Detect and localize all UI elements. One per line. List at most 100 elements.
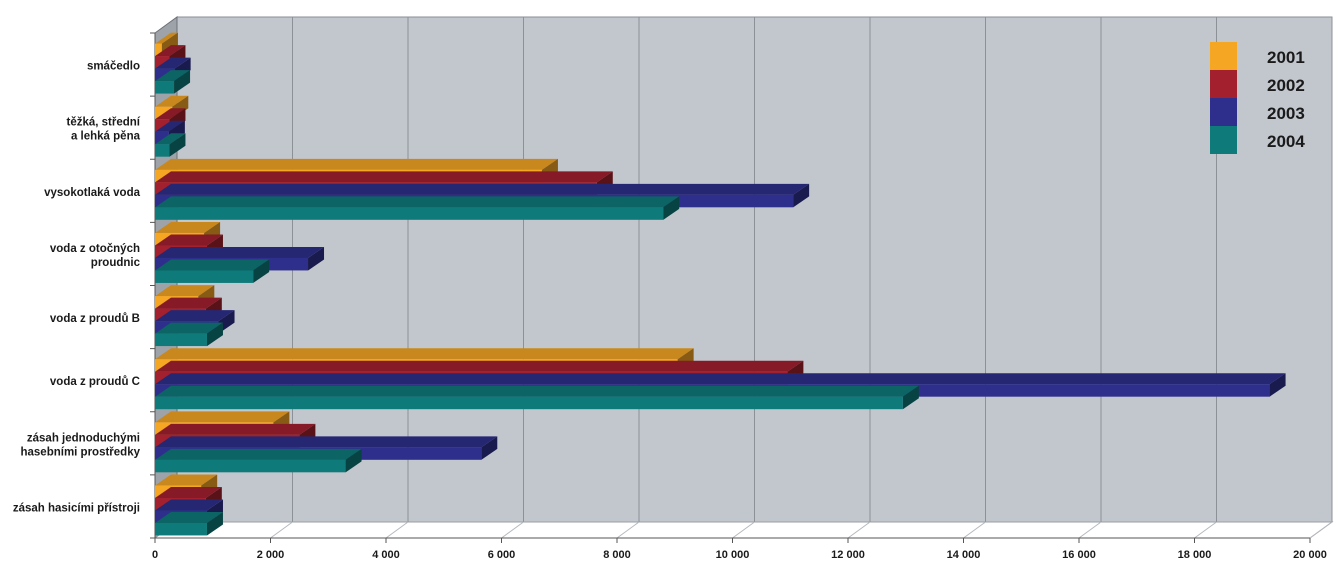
legend-item-2001: 2001 — [1210, 42, 1305, 70]
x-tick-label: 18 000 — [1178, 549, 1212, 561]
floor-gridline — [963, 521, 986, 539]
bar-top-face — [155, 70, 191, 82]
bar-end-face — [481, 436, 498, 460]
category-label: voda z otočných — [50, 243, 140, 255]
floor-gridline — [270, 521, 293, 539]
bar-end-face — [345, 448, 362, 473]
bar-end-face — [308, 246, 325, 271]
floor-gridline — [501, 521, 524, 539]
bar-2004 — [155, 196, 680, 220]
bar-top-face — [155, 511, 223, 523]
bar-top-face — [155, 120, 185, 132]
bar-end-face — [206, 322, 223, 347]
bar-top-face — [155, 411, 290, 423]
bar-top-face — [155, 436, 498, 448]
bars — [155, 32, 1286, 536]
bar-2004 — [155, 448, 362, 473]
bar-2004 — [155, 511, 223, 536]
bar-top-face — [155, 373, 1286, 385]
bar-top-face — [155, 221, 221, 233]
floor-gridline — [1194, 521, 1217, 539]
category-label: voda z proudů C — [50, 376, 140, 388]
bar-top-face — [155, 95, 189, 107]
bar-top-face — [155, 108, 186, 120]
legend-label: 2003 — [1267, 104, 1305, 123]
bar-end-face — [663, 196, 680, 220]
x-tick-label: 10 000 — [716, 549, 750, 561]
legend-swatch — [1210, 126, 1237, 154]
bar-end-face — [793, 183, 810, 208]
bar-front-face — [155, 43, 162, 57]
category-label: voda z proudů B — [50, 313, 140, 325]
legend-swatch — [1210, 70, 1237, 98]
bar-top-face — [155, 360, 804, 372]
legend: 2001 2002 2003 2004 — [1210, 42, 1305, 154]
legend-item-2004: 2004 — [1210, 126, 1305, 154]
floor-gridline — [1309, 521, 1333, 539]
x-tick-label: 6 000 — [488, 549, 516, 561]
bar-2004 — [155, 259, 270, 283]
bar-top-face — [155, 385, 919, 397]
floor-gridline — [385, 521, 409, 539]
gridlines — [270, 17, 1333, 539]
bar-top-face — [155, 423, 316, 435]
bar-end-face — [902, 385, 919, 410]
bar-top-face — [155, 183, 810, 195]
bar-top-face — [155, 45, 186, 57]
bar-2004 — [155, 133, 186, 157]
bar-top-face — [155, 171, 613, 183]
bar-top-face — [155, 133, 186, 145]
bar-top-face — [155, 259, 270, 271]
bar-end-face — [169, 133, 186, 157]
category-label: smáčedlo — [87, 61, 140, 73]
category-label: těžká, střední — [67, 117, 141, 129]
x-tick-label: 2 000 — [257, 549, 285, 561]
bar-end-face — [1269, 373, 1286, 397]
category-label: vysokotlaká voda — [44, 187, 140, 199]
category-label: proudnic — [91, 257, 141, 269]
bar-top-face — [155, 499, 223, 511]
category-label: hasebními prostředky — [20, 446, 140, 458]
floor-gridline — [1078, 521, 1102, 539]
x-tick-label: 4 000 — [372, 549, 400, 561]
floor-gridline — [732, 521, 755, 539]
bar-2004 — [155, 70, 191, 94]
bar-top-face — [155, 246, 325, 258]
bar-2004 — [155, 322, 223, 347]
bar-front-face — [155, 333, 207, 347]
legend-swatch — [1210, 42, 1237, 70]
category-label: zásah hasicími přístroji — [13, 502, 140, 514]
legend-label: 2001 — [1267, 48, 1305, 67]
x-tick-label: 16 000 — [1062, 549, 1096, 561]
bar-top-face — [155, 448, 362, 460]
bar-front-face — [155, 81, 175, 94]
bar-front-face — [155, 207, 664, 220]
x-tick-label: 8 000 — [603, 549, 631, 561]
legend-item-2002: 2002 — [1210, 70, 1305, 98]
bar-top-face — [155, 348, 694, 360]
legend-swatch — [1210, 98, 1237, 126]
bar-top-face — [155, 486, 222, 498]
bar-top-face — [155, 32, 178, 44]
bar-top-face — [155, 297, 222, 309]
bar-2004 — [155, 385, 919, 410]
legend-label: 2004 — [1267, 132, 1305, 151]
bar-top-face — [155, 234, 223, 246]
bar-top-face — [155, 158, 558, 170]
bar-front-face — [155, 270, 254, 283]
bar-end-face — [253, 259, 270, 283]
bar-top-face — [155, 474, 218, 486]
bar-front-face — [155, 522, 207, 536]
legend-label: 2002 — [1267, 76, 1305, 95]
bar-end-face — [206, 511, 223, 536]
x-tick-label: 12 000 — [831, 549, 865, 561]
bar-top-face — [155, 57, 191, 69]
bar-end-face — [174, 70, 191, 94]
category-label: a lehká pěna — [71, 131, 141, 143]
x-tick-label: 14 000 — [947, 549, 981, 561]
category-labels: smáčedlo těžká, střední a lehká pěna vysoko… — [13, 61, 141, 515]
x-tick-label: 0 — [152, 549, 158, 561]
bar-top-face — [155, 322, 223, 334]
x-tick-labels: 0 2 000 4 000 6 000 8 000 10 000 12 000 14 000 1… — [152, 549, 1327, 561]
